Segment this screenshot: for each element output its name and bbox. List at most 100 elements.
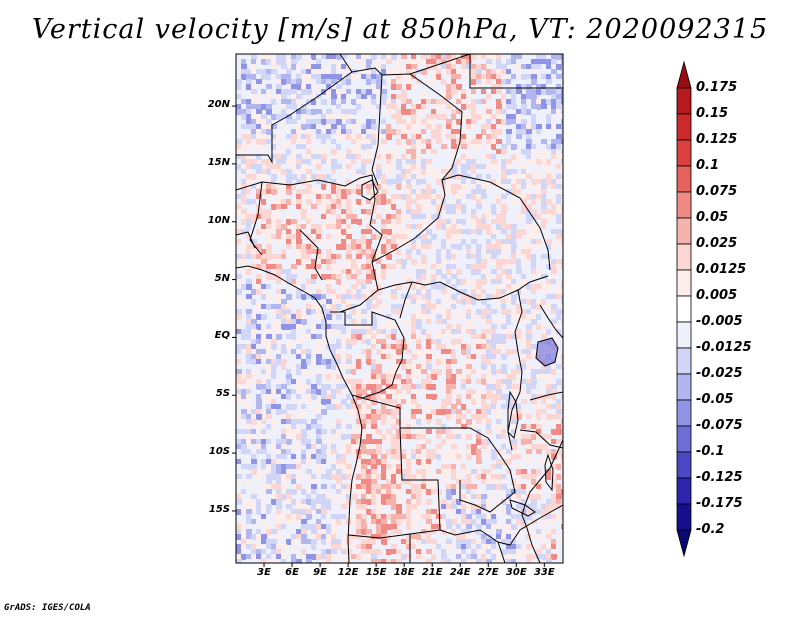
field-cell: [446, 164, 452, 170]
field-cell: [251, 74, 257, 80]
field-cell: [296, 319, 302, 325]
field-cell: [341, 99, 347, 105]
field-cell: [496, 144, 502, 150]
field-cell: [536, 169, 542, 175]
field-cell: [321, 149, 327, 155]
field-cell: [341, 229, 347, 235]
field-cell: [296, 54, 302, 60]
field-cell: [536, 449, 542, 455]
field-cell: [546, 269, 552, 275]
field-cell: [386, 239, 392, 245]
field-cell: [346, 344, 352, 350]
field-cell: [341, 189, 347, 195]
field-cell: [496, 359, 502, 365]
field-cell: [471, 234, 477, 240]
field-cell: [411, 449, 417, 455]
field-cell: [536, 64, 542, 70]
field-cell: [441, 474, 447, 480]
field-cell: [441, 284, 447, 290]
field-cell: [401, 354, 407, 360]
field-cell: [421, 249, 427, 255]
field-cell: [486, 59, 492, 65]
field-cell: [301, 459, 307, 465]
field-cell: [476, 264, 482, 270]
field-cell: [246, 414, 252, 420]
field-cell: [491, 114, 497, 120]
field-cell: [351, 394, 357, 400]
field-cell: [481, 519, 487, 525]
field-cell: [561, 69, 563, 75]
field-cell: [461, 374, 467, 380]
field-cell: [491, 254, 497, 260]
field-cell: [501, 429, 507, 435]
field-cell: [541, 459, 547, 465]
field-cell: [311, 159, 317, 165]
field-cell: [561, 324, 563, 330]
field-cell: [496, 509, 502, 515]
field-cell: [451, 244, 457, 250]
field-cell: [526, 274, 532, 280]
field-cell: [246, 529, 252, 535]
field-cell: [551, 509, 557, 515]
field-cell: [411, 489, 417, 495]
field-cell: [316, 444, 322, 450]
field-cell: [506, 319, 512, 325]
field-cell: [466, 519, 472, 525]
field-cell: [416, 344, 422, 350]
field-cell: [536, 249, 542, 255]
field-cell: [406, 209, 412, 215]
field-cell: [306, 184, 312, 190]
field-cell: [246, 429, 252, 435]
field-cell: [381, 324, 387, 330]
field-cell: [451, 169, 457, 175]
field-cell: [416, 444, 422, 450]
field-cell: [326, 229, 332, 235]
field-cell: [256, 474, 262, 480]
field-cell: [326, 349, 332, 355]
field-cell: [326, 439, 332, 445]
field-cell: [506, 249, 512, 255]
field-cell: [316, 59, 322, 65]
field-cell: [546, 304, 552, 310]
field-cell: [396, 259, 402, 265]
field-cell: [526, 374, 532, 380]
field-cell: [276, 474, 282, 480]
field-cell: [456, 374, 462, 380]
field-cell: [406, 519, 412, 525]
field-cell: [281, 514, 287, 520]
field-cell: [516, 359, 522, 365]
field-cell: [471, 159, 477, 165]
field-cell: [466, 224, 472, 230]
field-cell: [256, 364, 262, 370]
field-cell: [471, 154, 477, 160]
field-cell: [561, 259, 563, 265]
field-cell: [266, 289, 272, 295]
field-cell: [451, 414, 457, 420]
field-cell: [396, 514, 402, 520]
field-cell: [556, 124, 562, 130]
field-cell: [291, 389, 297, 395]
field-cell: [246, 244, 252, 250]
field-cell: [556, 439, 562, 445]
field-cell: [391, 124, 397, 130]
field-cell: [461, 184, 467, 190]
field-cell: [286, 124, 292, 130]
field-cell: [506, 304, 512, 310]
field-cell: [356, 324, 362, 330]
field-cell: [491, 474, 497, 480]
field-cell: [431, 109, 437, 115]
field-cell: [551, 264, 557, 270]
field-cell: [531, 424, 537, 430]
field-cell: [336, 234, 342, 240]
field-cell: [516, 284, 522, 290]
field-cell: [476, 514, 482, 520]
field-cell: [441, 484, 447, 490]
field-cell: [536, 239, 542, 245]
field-cell: [526, 484, 532, 490]
field-cell: [486, 329, 492, 335]
field-cell: [486, 124, 492, 130]
field-cell: [356, 114, 362, 120]
field-cell: [441, 469, 447, 475]
field-cell: [351, 339, 357, 345]
field-cell: [361, 364, 367, 370]
